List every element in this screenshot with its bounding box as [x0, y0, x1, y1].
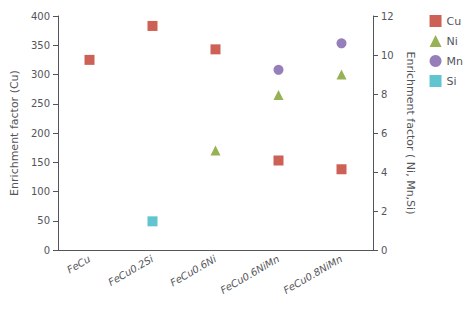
svg-text:250: 250 — [31, 98, 50, 109]
svg-text:10: 10 — [381, 50, 394, 61]
svg-text:FeCu0.8NiMn: FeCu0.8NiMn — [281, 253, 344, 296]
svg-text:Enrichment factor (Cu): Enrichment factor (Cu) — [8, 70, 21, 196]
svg-text:100: 100 — [31, 186, 50, 197]
svg-text:Cu: Cu — [447, 15, 462, 28]
svg-text:FeCu0.6Ni: FeCu0.6Ni — [168, 253, 218, 288]
svg-text:350: 350 — [31, 40, 50, 51]
svg-text:2: 2 — [381, 206, 387, 217]
svg-text:0: 0 — [44, 245, 50, 256]
svg-text:Enrichment factor ( Ni, Mn,Si): Enrichment factor ( Ni, Mn,Si) — [404, 52, 417, 215]
svg-text:200: 200 — [31, 128, 50, 139]
svg-text:400: 400 — [31, 11, 50, 22]
svg-text:Si: Si — [447, 75, 457, 88]
svg-text:4: 4 — [381, 167, 387, 178]
svg-text:12: 12 — [381, 11, 394, 22]
svg-text:150: 150 — [31, 157, 50, 168]
svg-text:Ni: Ni — [447, 35, 458, 48]
svg-text:FeCu: FeCu — [65, 253, 92, 275]
svg-text:50: 50 — [37, 215, 50, 226]
svg-text:FeCu0.2Si: FeCu0.2Si — [106, 253, 155, 288]
svg-text:FeCu0.6NiMn: FeCu0.6NiMn — [218, 253, 281, 296]
svg-text:0: 0 — [381, 245, 387, 256]
svg-text:8: 8 — [381, 89, 387, 100]
svg-text:300: 300 — [31, 69, 50, 80]
svg-text:6: 6 — [381, 128, 387, 139]
svg-text:Mn: Mn — [447, 55, 463, 68]
